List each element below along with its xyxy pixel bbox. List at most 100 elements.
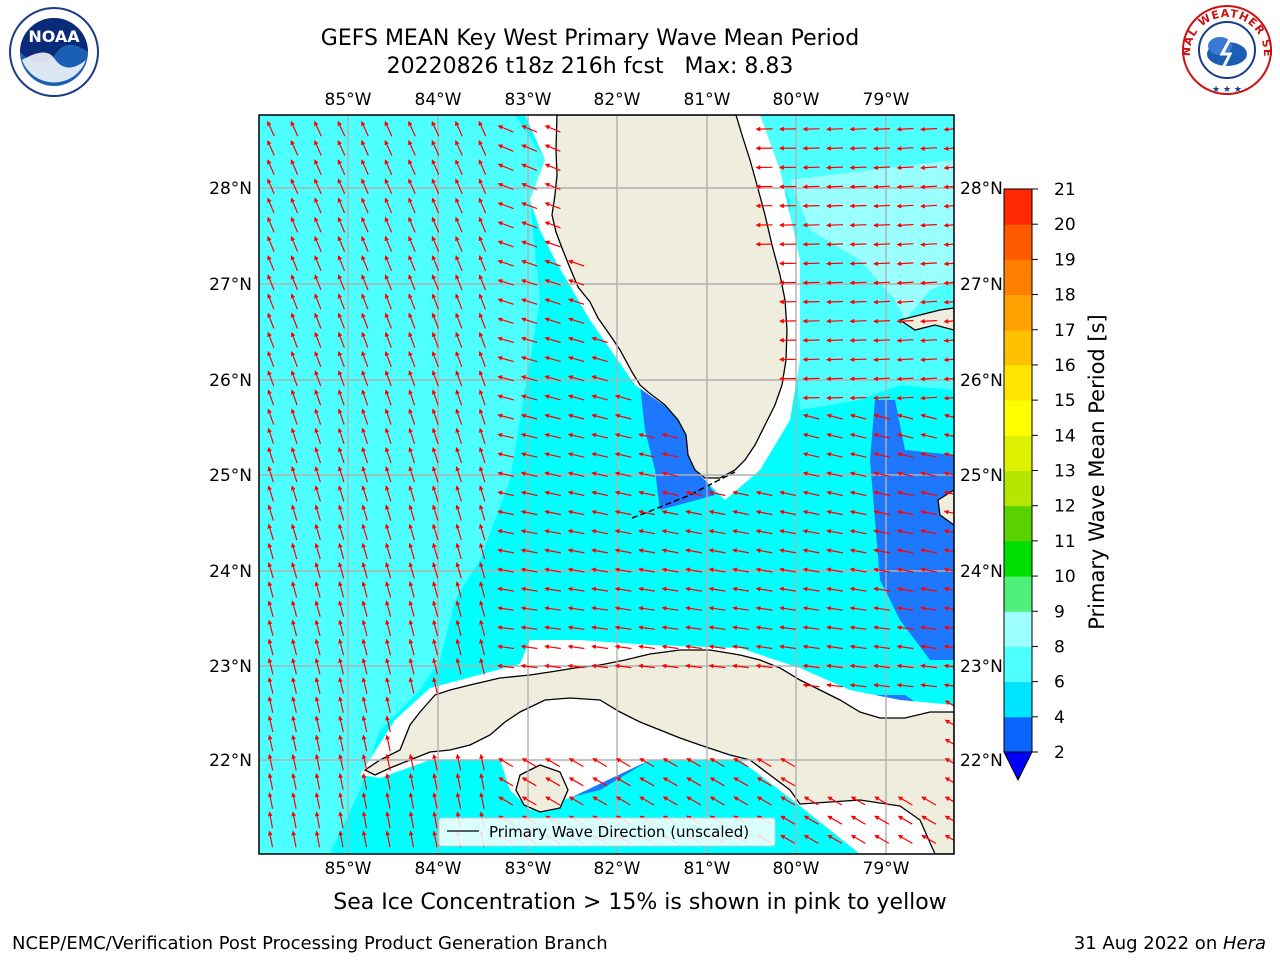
colorbar: 2 4 6 8 9 10 11 12 13 14 15 16 17 18 19 20 21 — [1003, 180, 1076, 782]
wave-arrow — [943, 165, 954, 171]
axis-label: 23°N — [960, 657, 1003, 677]
wave-arrow — [896, 625, 914, 631]
wave-arrow — [431, 446, 439, 464]
wave-arrow — [896, 376, 914, 382]
wave-arrow — [755, 663, 773, 669]
svg-text:★ ★ ★: ★ ★ ★ — [1212, 85, 1242, 95]
wave-arrow — [361, 216, 369, 233]
wave-arrow — [849, 509, 867, 516]
wave-arrow — [849, 606, 867, 611]
wave-arrow — [708, 490, 726, 497]
wave-arrow — [290, 120, 299, 137]
wave-arrow — [267, 504, 274, 521]
wave-arrow — [267, 561, 274, 579]
wave-arrow — [385, 542, 392, 560]
wave-arrow — [567, 317, 585, 324]
wave-arrow — [920, 452, 937, 458]
wave-arrow — [385, 600, 392, 617]
wave-arrow — [896, 606, 914, 611]
wave-arrow — [521, 777, 537, 787]
wave-arrow — [943, 644, 954, 650]
wave-arrow — [849, 299, 867, 305]
wave-arrow — [943, 280, 954, 286]
wave-arrow — [314, 638, 321, 656]
wave-arrow — [521, 125, 538, 133]
wave-arrow — [267, 235, 275, 252]
wave-arrow — [290, 216, 299, 233]
wave-arrow — [361, 159, 369, 175]
wave-arrow — [849, 490, 867, 497]
wave-arrow — [849, 203, 867, 209]
wave-arrow — [803, 796, 819, 806]
wave-arrow — [267, 773, 274, 790]
wave-arrow — [385, 696, 391, 713]
wave-arrow — [361, 619, 368, 637]
wave-arrow — [361, 235, 369, 252]
wave-arrow — [408, 140, 416, 156]
colorbar-segment — [1004, 259, 1032, 296]
wave-arrow — [661, 567, 679, 573]
wave-arrow — [802, 548, 820, 554]
wave-arrow — [497, 240, 514, 248]
wave-arrow — [544, 644, 561, 650]
wave-arrow — [361, 638, 368, 656]
wave-arrow — [337, 159, 346, 175]
wave-arrow — [638, 606, 655, 611]
wave-arrow — [384, 427, 392, 444]
wave-arrow — [479, 773, 485, 790]
wave-arrow — [896, 184, 914, 190]
wave-arrow — [780, 815, 796, 825]
wave-arrow — [314, 561, 321, 579]
wave-arrow — [314, 216, 322, 233]
wave-arrow — [943, 586, 954, 592]
wave-arrow — [497, 432, 514, 439]
wave-arrow — [479, 504, 486, 521]
wave-arrow — [431, 140, 440, 156]
colorbar-tick-label: 15 — [1054, 391, 1076, 411]
wave-arrow — [591, 644, 608, 650]
wave-arrow — [520, 471, 538, 477]
wave-arrow — [614, 548, 632, 554]
wave-arrow — [943, 376, 954, 382]
wave-arrow — [850, 815, 866, 825]
wave-arrow — [943, 357, 954, 363]
wave-arrow — [455, 293, 463, 310]
wave-arrow — [337, 274, 346, 291]
wave-arrow — [432, 542, 439, 560]
wave-arrow — [267, 216, 275, 233]
wave-arrow — [849, 644, 867, 650]
wave-arrow — [384, 351, 392, 368]
wave-arrow — [755, 567, 773, 573]
wave-arrow — [520, 355, 538, 363]
map-subtitle: 20220826 t18z 216h fcst Max: 8.83 — [386, 54, 794, 79]
wave-arrow — [290, 140, 299, 156]
wave-arrow — [873, 242, 891, 247]
wave-arrow — [591, 432, 608, 439]
wave-arrow — [497, 375, 514, 382]
wave-arrow — [756, 796, 772, 806]
wave-arrow — [497, 163, 514, 171]
wave-arrow — [455, 600, 462, 617]
wave-arrow — [826, 625, 843, 631]
wave-arrow — [291, 600, 298, 617]
wave-arrow — [802, 663, 820, 669]
wave-arrow — [920, 606, 937, 611]
wave-arrow — [567, 606, 585, 611]
wave-arrow — [708, 529, 726, 535]
wave-arrow — [873, 280, 891, 286]
wave-arrow — [896, 299, 914, 305]
wave-arrow — [267, 811, 274, 829]
wave-arrow — [826, 318, 844, 324]
wave-arrow — [478, 255, 487, 272]
axis-label: 28°N — [209, 179, 252, 199]
colorbar-tick-label: 14 — [1054, 426, 1076, 446]
wave-arrow — [567, 452, 585, 458]
wave-arrow — [614, 452, 632, 458]
wave-arrow — [497, 663, 514, 669]
wave-arrow — [455, 331, 463, 348]
wave-arrow — [943, 338, 954, 343]
wave-arrow — [385, 734, 391, 752]
wave-arrow — [520, 663, 538, 669]
wave-arrow — [314, 370, 322, 387]
wave-arrow — [803, 815, 819, 825]
